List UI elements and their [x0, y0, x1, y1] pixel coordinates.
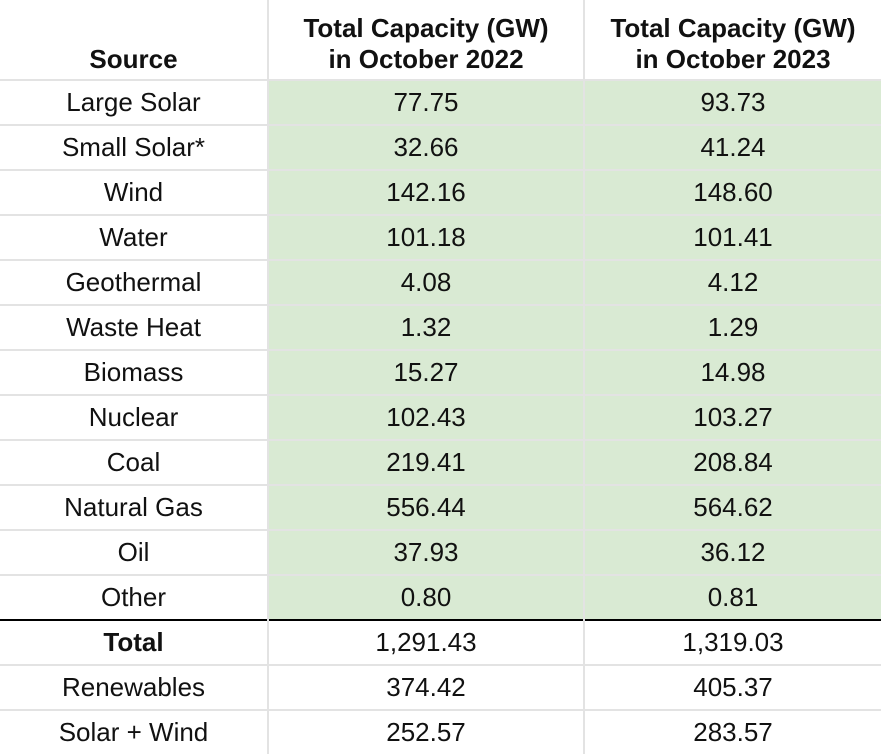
renewables-2022-cell: 374.42 — [268, 664, 585, 710]
value-2023-cell: 36.12 — [584, 529, 881, 575]
header-row: Source Total Capacity (GW) in October 20… — [0, 0, 881, 80]
source-cell: Small Solar* — [0, 124, 269, 170]
value-2022-cell: 0.80 — [268, 574, 585, 620]
value-2022-cell: 142.16 — [268, 169, 585, 215]
total-2023-cell: 1,319.03 — [584, 619, 881, 665]
renewables-2023-cell: 405.37 — [584, 664, 881, 710]
value-2023-cell: 41.24 — [584, 124, 881, 170]
table-row: Wind 142.16 148.60 — [0, 169, 881, 215]
source-cell: Oil — [0, 529, 269, 575]
table-row: Biomass 15.27 14.98 — [0, 349, 881, 395]
header-2022-line1: Total Capacity (GW) — [303, 13, 549, 43]
value-2022-cell: 15.27 — [268, 349, 585, 395]
solar-wind-row: Solar + Wind 252.57 283.57 — [0, 709, 881, 754]
solar-wind-2022-cell: 252.57 — [268, 709, 585, 754]
header-october-2023: Total Capacity (GW) in October 2023 — [584, 0, 881, 80]
table-row: Water 101.18 101.41 — [0, 214, 881, 260]
renewables-row: Renewables 374.42 405.37 — [0, 664, 881, 710]
value-2022-cell: 4.08 — [268, 259, 585, 305]
source-cell: Geothermal — [0, 259, 269, 305]
value-2022-cell: 101.18 — [268, 214, 585, 260]
header-2023-line1: Total Capacity (GW) — [610, 13, 856, 43]
total-row: Total 1,291.43 1,319.03 — [0, 619, 881, 665]
table-header: Source Total Capacity (GW) in October 20… — [0, 0, 881, 80]
renewables-label-cell: Renewables — [0, 664, 269, 710]
value-2023-cell: 148.60 — [584, 169, 881, 215]
value-2022-cell: 32.66 — [268, 124, 585, 170]
value-2023-cell: 93.73 — [584, 79, 881, 125]
table-row: Natural Gas 556.44 564.62 — [0, 484, 881, 530]
header-source-label: Source — [89, 44, 178, 74]
table-row: Geothermal 4.08 4.12 — [0, 259, 881, 305]
header-source: Source — [0, 0, 269, 80]
value-2023-cell: 1.29 — [584, 304, 881, 350]
total-2022-cell: 1,291.43 — [268, 619, 585, 665]
value-2023-cell: 103.27 — [584, 394, 881, 440]
source-cell: Biomass — [0, 349, 269, 395]
table-row: Coal 219.41 208.84 — [0, 439, 881, 485]
value-2022-cell: 102.43 — [268, 394, 585, 440]
value-2023-cell: 0.81 — [584, 574, 881, 620]
table-row: Oil 37.93 36.12 — [0, 529, 881, 575]
value-2023-cell: 208.84 — [584, 439, 881, 485]
value-2022-cell: 1.32 — [268, 304, 585, 350]
table-row: Waste Heat 1.32 1.29 — [0, 304, 881, 350]
source-cell: Natural Gas — [0, 484, 269, 530]
total-label-cell: Total — [0, 619, 269, 665]
source-cell: Wind — [0, 169, 269, 215]
value-2023-cell: 14.98 — [584, 349, 881, 395]
header-october-2022: Total Capacity (GW) in October 2022 — [268, 0, 585, 80]
table-row: Other 0.80 0.81 — [0, 574, 881, 620]
source-cell: Nuclear — [0, 394, 269, 440]
header-2022-line2: in October 2022 — [328, 44, 524, 74]
header-2023-line2: in October 2023 — [635, 44, 831, 74]
table-row: Nuclear 102.43 103.27 — [0, 394, 881, 440]
source-cell: Waste Heat — [0, 304, 269, 350]
table-body: Large Solar 77.75 93.73 Small Solar* 32.… — [0, 79, 881, 754]
value-2022-cell: 37.93 — [268, 529, 585, 575]
solar-wind-label-cell: Solar + Wind — [0, 709, 269, 754]
source-cell: Coal — [0, 439, 269, 485]
solar-wind-2023-cell: 283.57 — [584, 709, 881, 754]
value-2022-cell: 556.44 — [268, 484, 585, 530]
value-2023-cell: 4.12 — [584, 259, 881, 305]
source-cell: Water — [0, 214, 269, 260]
source-cell: Other — [0, 574, 269, 620]
source-cell: Large Solar — [0, 79, 269, 125]
table-row: Small Solar* 32.66 41.24 — [0, 124, 881, 170]
table-row: Large Solar 77.75 93.73 — [0, 79, 881, 125]
value-2023-cell: 564.62 — [584, 484, 881, 530]
value-2023-cell: 101.41 — [584, 214, 881, 260]
value-2022-cell: 77.75 — [268, 79, 585, 125]
value-2022-cell: 219.41 — [268, 439, 585, 485]
